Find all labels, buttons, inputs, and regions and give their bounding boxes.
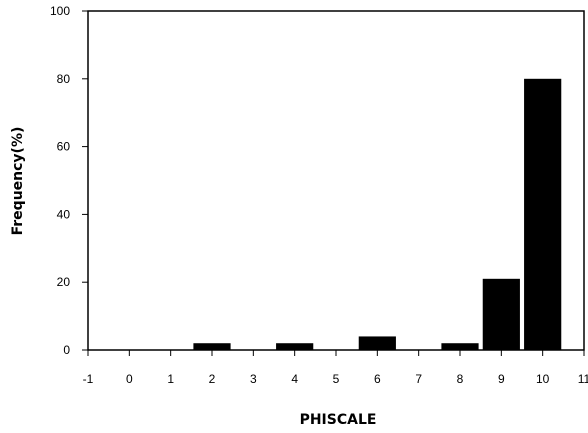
y-tick-label: 40: [57, 207, 71, 221]
y-tick-label: 0: [63, 343, 70, 357]
y-tick-label: 60: [57, 140, 71, 154]
bar-8: [441, 343, 479, 350]
x-tick-label: 8: [457, 372, 464, 386]
y-axis-title: Frequency(%): [10, 127, 26, 236]
x-tick-label: 1: [167, 372, 174, 386]
x-tick-label: 5: [333, 372, 340, 386]
bar-4: [276, 343, 314, 350]
y-axis-ticks: 0 20 40 60 80 100: [50, 4, 88, 357]
y-tick-label: 80: [57, 72, 71, 86]
x-tick-label: 9: [498, 372, 505, 386]
x-axis-ticks: -1 0 1 2 3 4 5 6 7 8 9 10 11: [83, 350, 588, 386]
x-tick-label: 10: [536, 372, 550, 386]
x-tick-label: 0: [126, 372, 133, 386]
bar-6: [358, 336, 396, 350]
x-tick-label: 2: [209, 372, 216, 386]
y-tick-label: 100: [50, 4, 70, 18]
bars-layer: [193, 78, 562, 351]
bar-10: [524, 78, 562, 351]
y-tick-label: 20: [57, 275, 71, 289]
x-tick-label: 4: [291, 372, 298, 386]
bar-2: [193, 343, 231, 350]
bar-9: [482, 278, 520, 350]
x-tick-label: -1: [83, 372, 94, 386]
x-axis-title: PHISCALE: [300, 412, 377, 428]
x-tick-label: 3: [250, 372, 257, 386]
x-tick-label: 7: [415, 372, 422, 386]
x-tick-label: 11: [578, 372, 588, 386]
x-tick-label: 6: [374, 372, 381, 386]
